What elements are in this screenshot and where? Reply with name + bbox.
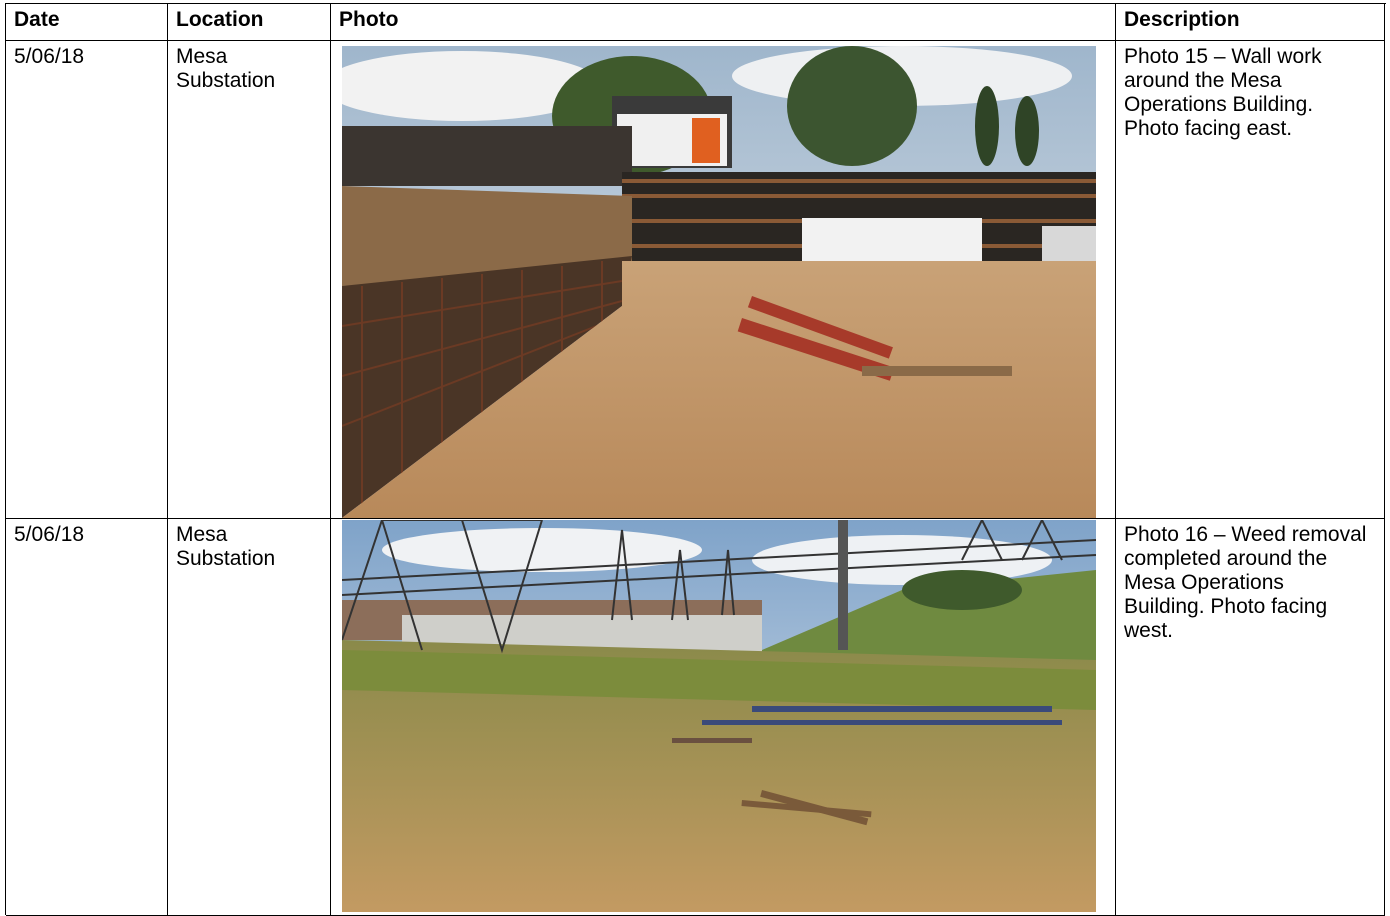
header-cell: Description [1116, 4, 1385, 41]
header-cell: Location [168, 4, 331, 41]
header-cell: Photo [331, 4, 1116, 41]
location-cell: Mesa Substation [168, 519, 331, 916]
date-cell: 5/06/18 [6, 41, 168, 519]
header-cell: Date [6, 4, 168, 41]
location-cell: Mesa Substation [168, 41, 331, 519]
description-cell: Photo 15 – Wall work around the Mesa Ope… [1116, 41, 1385, 519]
field-photo [342, 520, 1096, 912]
construction-photo [342, 46, 1096, 518]
photo [342, 520, 1096, 912]
photo-cell [331, 41, 1116, 519]
table: Date Location Photo Description 5/06/18 … [5, 3, 1386, 916]
description-cell: Photo 16 – Weed removal completed around… [1116, 519, 1385, 916]
date-cell: 5/06/18 [6, 519, 168, 916]
photo [342, 46, 1096, 518]
